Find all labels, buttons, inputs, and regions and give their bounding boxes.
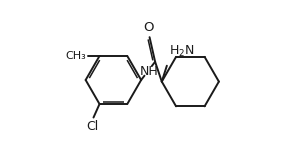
Text: NH: NH	[140, 65, 158, 78]
Text: $\mathregular{H_2N}$: $\mathregular{H_2N}$	[169, 44, 195, 59]
Text: Cl: Cl	[86, 120, 99, 133]
Text: CH₃: CH₃	[65, 51, 86, 61]
Text: O: O	[143, 21, 153, 34]
